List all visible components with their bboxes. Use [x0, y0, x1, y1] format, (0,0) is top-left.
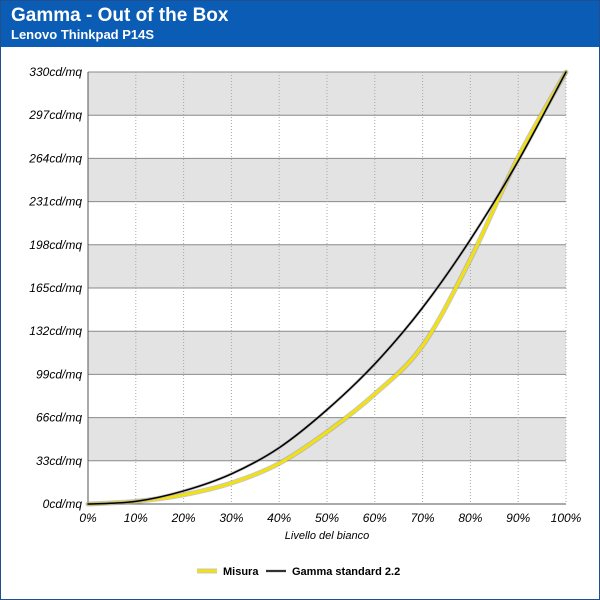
- x-tick-label: 10%: [124, 511, 148, 525]
- grid-band: [88, 417, 566, 461]
- chart-subtitle: Lenovo Thinkpad P14S: [11, 27, 155, 42]
- x-tick-label: 0%: [79, 511, 97, 525]
- y-tick-label: 330cd/mq: [29, 65, 82, 79]
- chart-header: Gamma - Out of the Box Lenovo Thinkpad P…: [1, 1, 599, 47]
- y-tick-label: 0cd/mq: [43, 497, 83, 511]
- x-tick-label: 30%: [219, 511, 243, 525]
- x-tick-label: 60%: [363, 511, 387, 525]
- y-tick-label: 165cd/mq: [29, 281, 82, 295]
- x-tick-label: 100%: [551, 511, 582, 525]
- x-tick-label: 70%: [411, 511, 435, 525]
- x-tick-label: 80%: [458, 511, 482, 525]
- grid-band: [88, 244, 566, 288]
- grid-band: [88, 331, 566, 375]
- y-tick-label: 297cd/mq: [28, 108, 82, 122]
- legend-item-gamma-standard: Gamma standard 2.2: [266, 566, 400, 578]
- y-tick-label: 231cd/mq: [28, 195, 82, 209]
- legend-item-misura: Misura: [197, 566, 259, 578]
- y-tick-label: 33cd/mq: [36, 454, 82, 468]
- x-tick-label: 50%: [315, 511, 339, 525]
- series-line-misura: [86, 70, 568, 506]
- x-tick-label: 20%: [171, 511, 196, 525]
- chart-title: Gamma - Out of the Box: [11, 5, 229, 26]
- y-tick-label: 198cd/mq: [29, 238, 82, 252]
- y-tick-label: 99cd/mq: [36, 367, 82, 381]
- x-tick-label: 90%: [506, 511, 530, 525]
- legend-label: Misura: [223, 566, 259, 578]
- legend-label: Gamma standard 2.2: [292, 566, 400, 578]
- legend: Misura Gamma standard 2.2: [197, 566, 400, 578]
- x-axis-title: Livello del bianco: [285, 530, 369, 542]
- series-line-gamma-standard: [87, 71, 567, 505]
- y-tick-label: 264cd/mq: [28, 151, 82, 165]
- x-tick-label: 40%: [267, 511, 291, 525]
- y-tick-label: 66cd/mq: [36, 411, 82, 425]
- y-tick-label: 132cd/mq: [29, 324, 82, 338]
